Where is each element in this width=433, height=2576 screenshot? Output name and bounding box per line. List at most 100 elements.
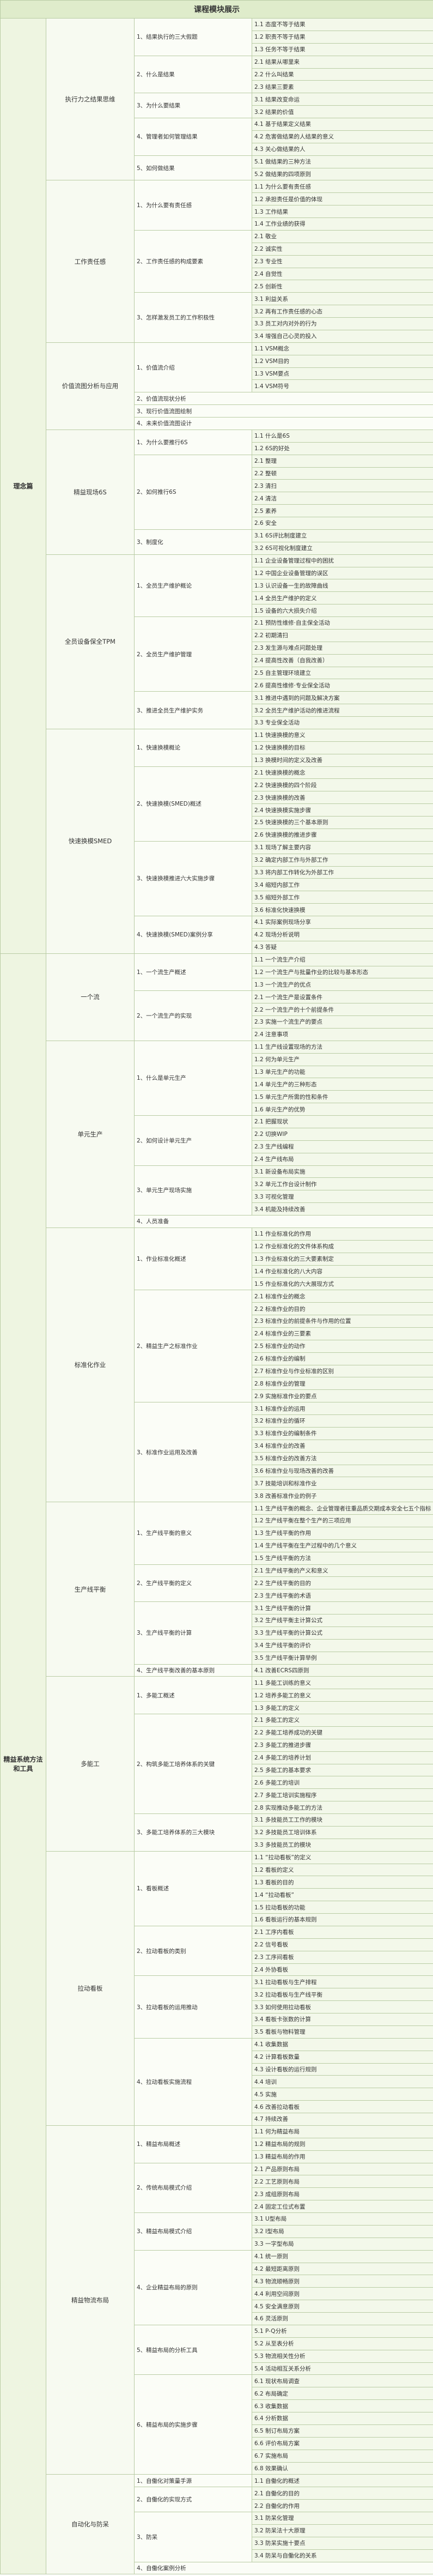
topic-item: 2.4 固定工位式布置 xyxy=(252,2200,433,2213)
table-row: 3.2 再有工作责任感的心态 xyxy=(1,305,433,318)
table-row: 3.5 缩短外部工作 xyxy=(1,891,433,904)
table-row: 1.3 作业标准化的三大要素制定 xyxy=(1,1252,433,1266)
table-row: 3、怎样激发员工的工作积极性 3.1 利益关系 xyxy=(1,292,433,343)
topic-name: 3、单元生产现场实施 xyxy=(134,1165,252,1216)
module-name: 生产线平衡 xyxy=(46,1502,135,1677)
table-row: 2.3 结果三要素 xyxy=(1,80,433,94)
topic-item: 2.3 发生源与难点问题处理 xyxy=(252,641,433,655)
table-row: 2.3 标准作业的前提条件与作用的位置 xyxy=(1,1315,433,1328)
topic-item: 2.3 工序间看板 xyxy=(252,1950,433,1964)
topic-name: 1、自働化对策量手源 xyxy=(134,2474,252,2488)
topic-item: 3.1 标准作业的运用 xyxy=(252,1402,433,1415)
topic-item: 4.6 灵活原则 xyxy=(252,2312,433,2325)
topic-name: 1、快速换模概论 xyxy=(134,728,252,767)
topic-item: 4.6 改善拉动看板 xyxy=(252,2100,433,2113)
table-row: 1.2 精益布局的规则 xyxy=(1,2137,433,2151)
topic-item: 1.3 精益布局的作用 xyxy=(252,2150,433,2163)
table-row: 3.5 标准作业的改善方法 xyxy=(1,1452,433,1465)
table-row: 快速换模SMED 1、快速换模概论 1.1 快速换模的意义 xyxy=(1,728,433,954)
table-row: 标准化作业 1、作业标准化概述 1.1 作业标准化的作用 xyxy=(1,1227,433,1503)
topic-item: 2.3 实施一个流生产的要点 xyxy=(252,1015,433,1029)
table-row: 2.2 初期清扫 xyxy=(1,628,433,642)
topic-item: 4.2 最短距离原则 xyxy=(252,2262,433,2276)
table-row: 2.6 安全 xyxy=(1,517,433,530)
table-row: 1.5 单元生产所需的性和条件 xyxy=(1,1090,433,1104)
topic-item: 4.5 安全满意原则 xyxy=(252,2300,433,2313)
topic-name: 2、工作责任感的构成要素 xyxy=(134,229,252,293)
topic-item: 3.5 看板与物料管理 xyxy=(252,2025,433,2039)
topic-item: 3.6 标准化快速换模 xyxy=(252,903,433,916)
table-row: 单元生产 1、什么是单元生产 1.1 生产线设置现场的方法 xyxy=(1,1040,433,1228)
table-row: 4、自働化案例分析 xyxy=(1,2561,433,2575)
topic-item: 2.2 诚实性 xyxy=(252,242,433,256)
topic-item: 2.6 快速换模的推进步骤 xyxy=(252,828,433,842)
table-row: 1.2 作业标准化的文件体系构成 xyxy=(1,1239,433,1253)
topic-item: 3.4 机能及持续改善 xyxy=(252,1202,433,1216)
table-row: 3.2 拉动看板与生产线平衡 xyxy=(1,1988,433,2001)
topic-item: 5.1 做结果的三种方法 xyxy=(252,155,433,168)
table-row: 2.5 素养 xyxy=(1,504,433,517)
topic-item: 1.2 何为单元生产 xyxy=(252,1053,433,1066)
table-row: 自动化与防呆 1、自働化对策量手源 1.1 自働化的概述 xyxy=(1,2474,433,2575)
topic-item: 1.4 生产线平衡在生产过程中的几个意义 xyxy=(252,1539,433,1552)
table-row: 价值流图分析与应用 1、价值流介绍 1.1 VSM概念 xyxy=(1,342,433,430)
section-name: 精益系统方法和工具 xyxy=(0,953,46,2575)
table-row: 2.2 切换WIP xyxy=(1,1127,433,1141)
topic-name: 3、多能工培养体系的三大模块 xyxy=(134,1813,252,1852)
table-row: 4、生产线平衡改善的基本原则 4.1 改善ECRS四原则 xyxy=(1,1664,433,1677)
table-row: 3.2 多技能员工培训体系 xyxy=(1,1825,433,1839)
table-row: 2.6 快速换模的推进步骤 xyxy=(1,828,433,842)
table-row: 3.3 可视化管理 xyxy=(1,1190,433,1204)
topic-item: 5.3 物流相关性分析 xyxy=(252,2349,433,2363)
topic-name: 4、管理者如何管理结果 xyxy=(134,118,252,156)
topic-item: 4.3 答疑 xyxy=(252,940,433,954)
topic-item: 3.2 多技能员工培训体系 xyxy=(252,1825,433,1839)
topic-item: 3.3 将内部工作转化为外部工作 xyxy=(252,866,433,879)
topic-item: 6.5 制订布局方案 xyxy=(252,2424,433,2438)
topic-name: 2、快速换模(SMED)概述 xyxy=(134,766,252,842)
table-row: 工作责任感 1、为什么要有责任感 1.1 为什么要有责任感 xyxy=(1,180,433,343)
topic-item: 1.4 工作业绩的获得 xyxy=(252,217,433,231)
topic-item: 6.8 效果确认 xyxy=(252,2462,433,2475)
topic-item: 2.1 结果从哪里来 xyxy=(252,55,433,69)
topic-name: 1、看板概述 xyxy=(134,1851,252,1926)
table-row: 4.7 持续改善 xyxy=(1,2113,433,2126)
topic-item: 3.5 生产线平衡计算举例 xyxy=(252,1651,433,1665)
topic-name: 4、自働化案例分析 xyxy=(134,2561,433,2575)
table-row: 1.5 生产线平衡的方法 xyxy=(1,1551,433,1565)
table-row: 4.2 计算看板数量 xyxy=(1,2050,433,2064)
topic-item: 3.2 全员生产维护活动的推进流程 xyxy=(252,704,433,717)
table-row: 6.6 评价布局方案 xyxy=(1,2436,433,2450)
topic-name: 5、精益布局的分析工具 xyxy=(134,2324,252,2375)
table-row: 理念篇 执行力之结果思维 1、结果执行的三大假题 1.1 态度不等于结果 xyxy=(0,17,433,954)
topic-item: 6.4 分析数据 xyxy=(252,2412,433,2425)
topic-name: 1、结果执行的三大假题 xyxy=(134,18,252,56)
topic-item: 2.3 结果三要素 xyxy=(252,80,433,94)
table-row: 1.3 看板的目的 xyxy=(1,1876,433,1889)
topic-item: 2.4 快速换模实施步骤 xyxy=(252,803,433,817)
table-row: 1.6 看板运行的基本规则 xyxy=(1,1913,433,1926)
topic-item: 3.3 多技能员工的模块 xyxy=(252,1838,433,1852)
topic-item: 2.2 生产线平衡的目的 xyxy=(252,1576,433,1590)
table-row: 2.3 生产线平衡的术语 xyxy=(1,1589,433,1603)
topic-name: 1、一个流生产概述 xyxy=(134,953,252,991)
topic-name: 1、价值流介绍 xyxy=(134,342,252,393)
table-row: 4.3 设计看板的运行规则 xyxy=(1,2063,433,2076)
table-row: 3.2 6S可视化制度建立 xyxy=(1,541,433,555)
module-name: 标准化作业 xyxy=(46,1227,135,1503)
table-row: 2、全员生产维护管理 2.1 预防性维修·自主保全活动 xyxy=(1,616,433,692)
table-row: 3、单元生产现场实施 3.1 新设备布局实施 xyxy=(1,1165,433,1216)
topic-item: 3.2 6S可视化制度建立 xyxy=(252,541,433,555)
table-row: 3.4 生产线平衡的评价 xyxy=(1,1638,433,1652)
table-row: 1.2 职责不等于结果 xyxy=(1,30,433,44)
topic-item: 2.6 多能工的培训 xyxy=(252,1776,433,1789)
table-title: 课程模块展示 xyxy=(0,0,433,19)
topic-item: 3.1 利益关系 xyxy=(252,292,433,306)
topic-item: 1.1 何为精益布局 xyxy=(252,2125,433,2138)
topic-item: 2.1 整理 xyxy=(252,454,433,468)
table-row: 4.6 改善拉动看板 xyxy=(1,2100,433,2113)
table-row: 1.5 设备的六大损失介绍 xyxy=(1,604,433,617)
topic-item: 2.1 产品原则布局 xyxy=(252,2162,433,2176)
topic-name: 3、标准作业运用及改善 xyxy=(134,1402,252,1503)
table-row: 1.3 任务不等于结果 xyxy=(1,43,433,56)
